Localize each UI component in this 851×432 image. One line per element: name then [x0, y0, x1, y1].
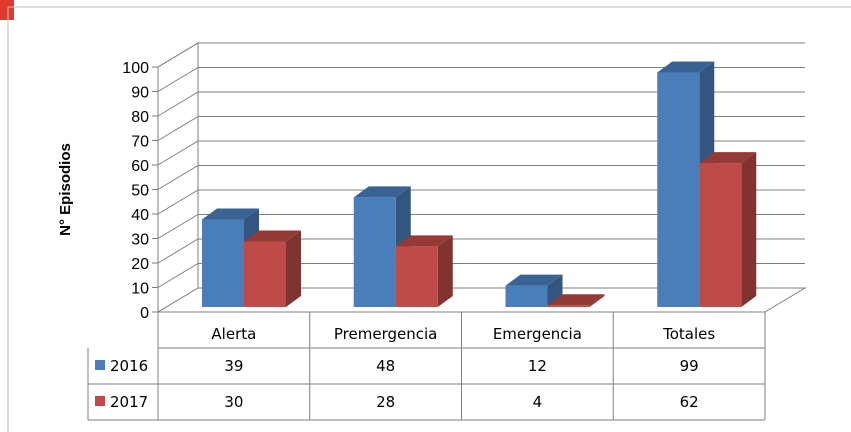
category-label: Premergencia [334, 325, 437, 343]
bar-front-face [202, 219, 244, 307]
bar-top-face [244, 230, 301, 242]
bar-2017-alerta [244, 230, 301, 307]
floor [156, 287, 807, 313]
y-tick-label: 90 [131, 85, 149, 102]
bar-front-face [395, 246, 438, 307]
bar-side-face [547, 274, 563, 307]
y-tick-label: 20 [131, 256, 149, 273]
bar-side-face [286, 230, 301, 307]
y-tick-label: 30 [131, 232, 149, 249]
gridline [157, 214, 805, 239]
y-axis-label: N° Episodios [57, 143, 74, 236]
gridline [157, 116, 805, 141]
legend-label: 2017 [110, 393, 148, 411]
data-value: 48 [376, 357, 395, 375]
data-value: 39 [224, 357, 243, 375]
y-tick-label: 10 [131, 281, 149, 298]
data-value: 99 [680, 357, 699, 375]
category-label: Totales [662, 325, 715, 343]
bar-2017-premergencia [395, 235, 453, 307]
y-tick-label: 50 [131, 183, 149, 200]
bar-front-face [657, 72, 700, 307]
bar-front-face [547, 305, 590, 307]
gridline [157, 140, 805, 166]
bar-top-face [699, 152, 757, 164]
legend-key-2016 [95, 360, 105, 370]
y-tick-label: 100 [122, 60, 149, 77]
bar-top-face [657, 61, 715, 73]
data-table: Alerta Premergencia Emergencia Totales 2016 3… [87, 312, 766, 421]
data-value: 30 [224, 393, 243, 411]
bar-front-face [353, 197, 396, 307]
bar-2017-emergencia [547, 294, 605, 307]
y-tick-label: 80 [131, 109, 149, 126]
gridline [157, 91, 805, 117]
bar-top-face [505, 274, 563, 286]
y-tick-label: 0 [140, 305, 149, 322]
bar-side-face [741, 152, 757, 307]
legend-label: 2016 [110, 357, 148, 375]
category-label: Alerta [211, 325, 256, 343]
bar-top-face [395, 235, 453, 247]
y-tick-label: 40 [131, 207, 149, 224]
data-value: 12 [528, 357, 547, 375]
bar-top-face [353, 186, 411, 198]
data-value: 28 [376, 393, 395, 411]
bar-front-face [244, 241, 286, 307]
bar-front-face [699, 163, 742, 307]
gridline [157, 189, 805, 215]
gridline [157, 42, 805, 68]
data-value: 4 [533, 393, 543, 411]
bar-side-face [589, 294, 605, 307]
bar-top-face [202, 208, 259, 220]
legend-key-2017 [95, 396, 105, 406]
gridline [157, 165, 805, 190]
bar-2016-emergencia [505, 274, 563, 307]
bar-front-face [505, 285, 548, 307]
bar-top-face [547, 294, 605, 306]
y-tick-label: 70 [131, 134, 149, 151]
gridline [157, 263, 805, 288]
corner-marker [0, 0, 14, 20]
bar-side-face [437, 235, 453, 307]
bar-2017-totales [699, 152, 757, 307]
data-value: 62 [680, 393, 699, 411]
category-label: Emergencia [493, 325, 582, 343]
gridline [157, 238, 805, 264]
y-tick-label: 60 [131, 158, 149, 175]
gridline [157, 67, 805, 92]
